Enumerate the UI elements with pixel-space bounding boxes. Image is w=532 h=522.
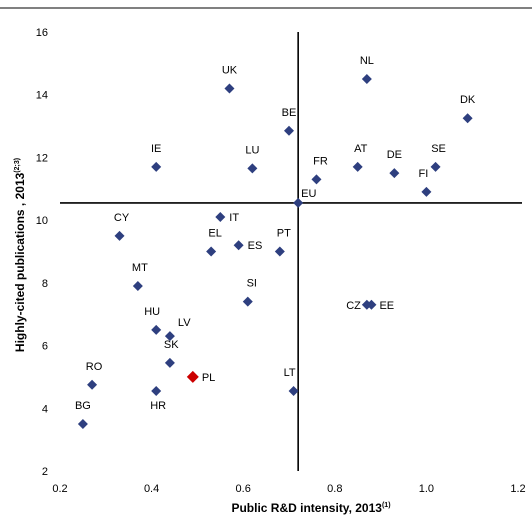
x-axis-ticks: 0.2 0.4 0.6 0.8 1.0 1.2 [52, 483, 525, 495]
reference-lines [60, 32, 522, 471]
point-label-lt: LT [284, 367, 296, 379]
point-label-es: ES [248, 240, 263, 252]
x-axis-title: Public R&D intensity, 2013(1) [231, 501, 390, 515]
data-point-si [242, 296, 253, 307]
data-point-fr [311, 174, 322, 185]
point-label-nl: NL [360, 55, 374, 67]
x-tick-label: 1.0 [419, 483, 434, 495]
data-point-it [215, 212, 226, 223]
data-point-sk [164, 357, 175, 368]
point-label-pt: PT [277, 228, 291, 240]
point-label-it: IT [229, 212, 239, 224]
point-label-bg: BG [75, 400, 91, 412]
point-labels: UK NL DK BE IE LU FR AT DE SE FI EU CY IT EL ES PT MT SI CZ… [75, 55, 476, 412]
y-axis-title: Highly-cited publications , 2013(2;3) [13, 158, 27, 352]
data-point-ee [366, 299, 377, 310]
point-label-eu: EU [301, 188, 316, 200]
data-point-hr [151, 386, 162, 397]
point-label-ro: RO [86, 361, 103, 373]
point-label-si: SI [247, 278, 257, 290]
point-label-dk: DK [460, 94, 476, 106]
point-label-fi: FI [419, 168, 429, 180]
y-tick-label: 12 [36, 152, 48, 164]
data-point-ro [87, 379, 98, 390]
point-label-lv: LV [178, 317, 191, 329]
y-axis-ticks: 2 4 6 8 10 12 14 16 [36, 27, 48, 478]
point-label-el: EL [208, 228, 221, 240]
x-tick-label: 0.8 [327, 483, 342, 495]
data-point-ie [151, 161, 162, 172]
data-point-bg [77, 418, 88, 429]
point-label-ie: IE [151, 143, 161, 155]
y-tick-label: 14 [36, 90, 48, 102]
y-tick-label: 16 [36, 27, 48, 39]
point-label-pl: PL [202, 372, 215, 384]
point-label-ee: EE [379, 300, 394, 312]
data-point-es [233, 240, 244, 251]
y-tick-label: 4 [42, 403, 48, 415]
data-points [77, 74, 473, 429]
y-tick-label: 6 [42, 341, 48, 353]
data-point-pt [274, 246, 285, 257]
data-point-el [206, 246, 217, 257]
y-tick-label: 8 [42, 278, 48, 290]
point-label-fr: FR [313, 155, 328, 167]
point-label-cz: CZ [346, 300, 361, 312]
data-point-cy [114, 230, 125, 241]
data-point-be [284, 125, 294, 136]
data-point-eu [293, 197, 304, 208]
data-point-hu [151, 324, 162, 335]
data-point-dk [462, 113, 473, 124]
point-label-uk: UK [222, 64, 238, 76]
data-point-pl [186, 370, 199, 383]
data-point-lu [247, 163, 258, 174]
y-tick-label: 10 [36, 215, 48, 227]
data-point-lv [164, 331, 175, 342]
data-point-nl [361, 74, 372, 85]
point-label-se: SE [431, 143, 446, 155]
data-point-lt [288, 386, 299, 397]
point-label-hr: HR [150, 400, 166, 412]
point-label-lu: LU [245, 144, 259, 156]
point-label-at: AT [354, 143, 368, 155]
data-point-fi [421, 186, 432, 197]
data-point-mt [132, 280, 143, 291]
x-tick-label: 0.6 [236, 483, 251, 495]
data-point-se [430, 161, 441, 172]
point-label-hu: HU [144, 306, 160, 318]
data-point-de [389, 168, 400, 179]
x-tick-label: 0.4 [144, 483, 159, 495]
y-tick-label: 2 [42, 466, 48, 478]
point-label-sk: SK [164, 339, 179, 351]
x-tick-label: 0.2 [52, 483, 67, 495]
point-label-de: DE [387, 149, 402, 161]
point-label-be: BE [282, 107, 297, 119]
data-point-uk [224, 83, 235, 94]
data-point-at [352, 161, 363, 172]
point-label-cy: CY [114, 212, 130, 224]
point-label-mt: MT [132, 262, 148, 274]
x-tick-label: 1.2 [510, 483, 525, 495]
